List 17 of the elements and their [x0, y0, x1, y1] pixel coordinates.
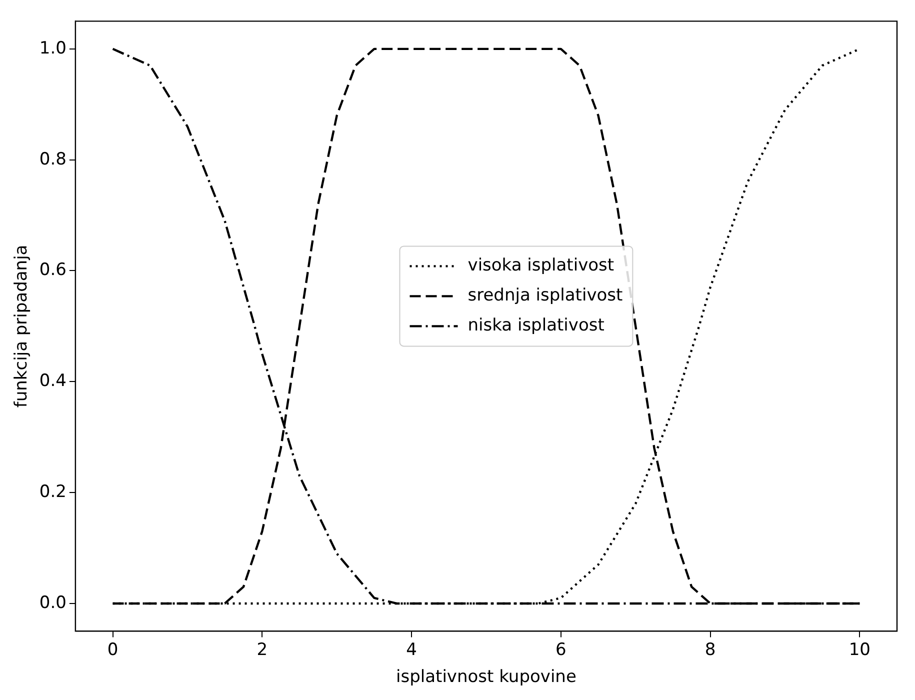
x-tick-label: 2 [256, 640, 268, 660]
y-axis-title: funkcija pripadanja [12, 244, 32, 408]
x-axis-title: isplativnost kupovine [396, 667, 576, 688]
legend-label: visoka isplativost [468, 256, 614, 276]
y-tick-label: 0.8 [39, 149, 66, 170]
y-tick-label: 0.2 [39, 482, 66, 502]
y-tick-label: 0.0 [39, 592, 66, 613]
legend-label: srednja isplativost [468, 286, 624, 306]
y-tick-label: 1.0 [39, 38, 66, 58]
x-tick-label: 6 [555, 640, 566, 660]
x-tick-label: 0 [107, 640, 118, 660]
legend-label: niska isplativost [468, 316, 605, 336]
y-tick-label: 0.6 [39, 260, 66, 280]
x-tick-label: 4 [406, 640, 417, 660]
x-tick-label: 8 [704, 640, 716, 660]
x-tick-label: 10 [848, 640, 870, 660]
y-tick-label: 0.4 [39, 371, 66, 392]
